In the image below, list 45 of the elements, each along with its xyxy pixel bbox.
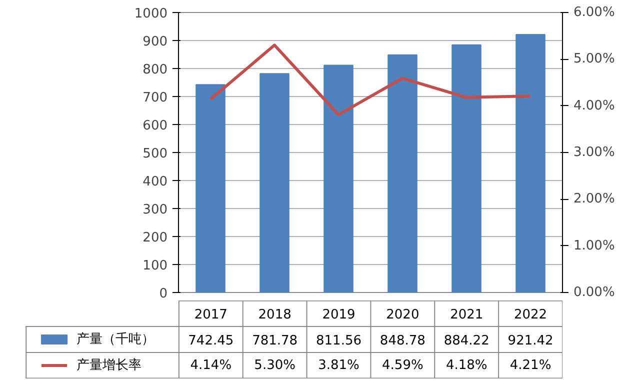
data-label: 4.14% xyxy=(190,358,232,373)
legend-label: 产量增长率 xyxy=(76,357,142,373)
y2-tick-label: 2.00% xyxy=(574,192,615,207)
data-label: 3.81% xyxy=(318,358,360,373)
y-tick-label: 300 xyxy=(142,202,168,218)
data-label: 5.30% xyxy=(254,358,296,373)
data-label: 4.21% xyxy=(510,358,552,373)
data-label: 811.56 xyxy=(316,334,362,348)
y-tick-label: 800 xyxy=(142,62,168,78)
x-tick-label: 2022 xyxy=(514,308,548,322)
y-tick-label: 900 xyxy=(142,34,168,50)
x-tick-label: 2020 xyxy=(386,308,420,322)
y-tick-label: 1000 xyxy=(134,6,168,22)
y-tick-label: 400 xyxy=(142,174,168,190)
y-tick-label: 500 xyxy=(142,146,168,162)
bar xyxy=(516,34,546,292)
bar xyxy=(324,64,354,292)
data-label: 921.42 xyxy=(508,334,554,348)
data-label: 4.59% xyxy=(382,358,424,373)
data-label: 4.18% xyxy=(446,358,488,373)
y-tick-label: 200 xyxy=(142,230,168,246)
data-label: 884.22 xyxy=(444,334,490,348)
y2-tick-label: 3.00% xyxy=(574,145,615,160)
y-tick-label: 0 xyxy=(159,286,168,302)
legend-label: 产量（千吨） xyxy=(76,332,155,347)
y2-tick-label: 0.00% xyxy=(574,285,615,300)
bar xyxy=(452,44,482,292)
y2-tick-label: 4.00% xyxy=(574,98,615,114)
bar xyxy=(260,73,290,292)
data-label: 742.45 xyxy=(188,334,234,348)
data-label: 848.78 xyxy=(380,334,426,348)
line-series xyxy=(209,44,532,116)
x-tick-label: 2021 xyxy=(450,308,484,322)
x-tick-label: 2018 xyxy=(258,308,292,322)
bar xyxy=(196,84,226,292)
y2-tick-label: 1.00% xyxy=(574,238,615,254)
y-tick-label: 700 xyxy=(142,90,168,106)
x-tick-label: 2017 xyxy=(194,308,228,322)
bar xyxy=(388,54,418,292)
y2-tick-label: 5.00% xyxy=(574,52,615,67)
y-tick-label: 100 xyxy=(142,258,168,274)
data-label: 781.78 xyxy=(252,334,298,348)
x-tick-label: 2019 xyxy=(322,308,356,322)
y-tick-label: 600 xyxy=(142,118,168,134)
y2-tick-label: 6.00% xyxy=(574,5,615,20)
